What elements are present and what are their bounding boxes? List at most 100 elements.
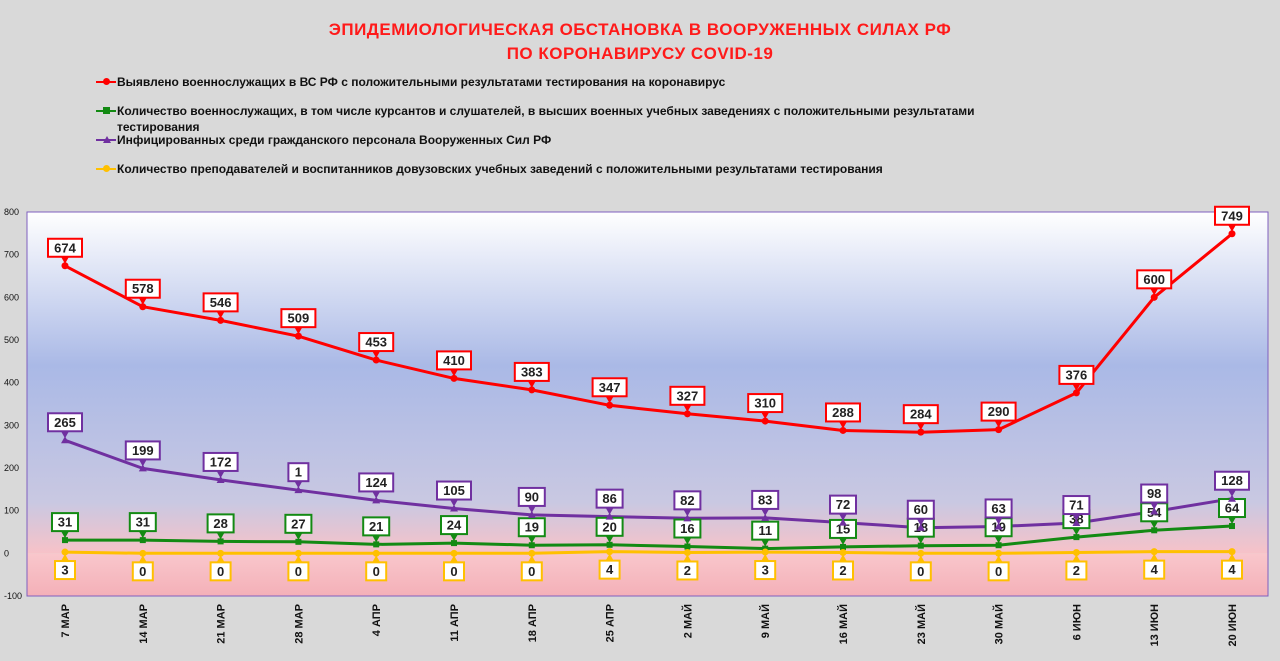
data-label-pointer (372, 535, 381, 543)
data-point (1151, 527, 1158, 534)
data-label: 284 (910, 407, 932, 422)
data-label-callout: 0 (520, 555, 543, 582)
legend-swatch-green (96, 107, 116, 114)
data-label-pointer (605, 535, 614, 543)
data-label: 749 (1221, 208, 1243, 223)
data-label-callout: 82 (673, 490, 702, 517)
y-tick-label: 600 (4, 292, 19, 302)
data-label: 124 (365, 475, 387, 490)
data-label-pointer (761, 412, 770, 420)
data-label: 86 (602, 491, 616, 506)
data-point (683, 548, 691, 556)
data-label-callout: 4 (1143, 553, 1166, 580)
data-label-callout: 600 (1136, 269, 1173, 296)
data-point (606, 541, 613, 548)
data-label-pointer (216, 532, 225, 540)
data-label-callout: 1 (287, 462, 310, 489)
data-label-pointer (1228, 489, 1236, 497)
data-label: 98 (1147, 486, 1161, 501)
y-tick-label: 700 (4, 250, 19, 260)
data-point (138, 464, 147, 472)
data-label-callout: 64 (1218, 498, 1246, 525)
data-point (995, 542, 1002, 549)
data-label: 172 (210, 454, 232, 469)
data-label: 290 (988, 404, 1010, 419)
data-label-pointer (294, 532, 303, 540)
data-label-pointer (138, 555, 147, 563)
data-point (372, 549, 380, 557)
data-label-callout: 71 (1062, 495, 1091, 522)
data-label: 347 (599, 380, 621, 395)
data-point (217, 538, 224, 545)
data-label-callout: 0 (209, 555, 232, 582)
data-label: 0 (295, 564, 302, 579)
data-point (1228, 230, 1236, 238)
data-label-pointer (1072, 528, 1081, 536)
data-label-callout: 27 (284, 513, 313, 540)
data-label-pointer (61, 431, 69, 439)
data-label: 24 (447, 518, 462, 533)
x-tick-label: 16 МАЙ (837, 604, 850, 644)
data-point (217, 549, 225, 557)
data-label: 546 (210, 295, 232, 310)
data-point (450, 374, 458, 382)
data-label: 4 (1228, 562, 1236, 577)
data-label: 453 (365, 335, 387, 350)
data-label: 0 (528, 564, 535, 579)
data-label-pointer (994, 420, 1003, 428)
data-label: 265 (54, 415, 76, 430)
data-label-callout: 11 (751, 520, 780, 547)
data-label: 27 (291, 516, 305, 531)
data-label: 674 (54, 240, 76, 255)
legend-label-civilian: Инфицированных среди гражданского персон… (117, 133, 552, 147)
data-point (216, 475, 225, 483)
data-label-pointer (527, 555, 536, 563)
data-point (840, 543, 846, 550)
data-point (372, 356, 380, 364)
data-label-pointer (916, 423, 925, 431)
data-label-pointer (683, 404, 692, 412)
data-label-pointer (1228, 224, 1236, 232)
data-label-callout: 83 (751, 489, 780, 516)
x-tick-label: 21 МАР (216, 604, 228, 644)
x-tick-label: 25 АПР (605, 604, 617, 642)
data-label: 0 (373, 564, 380, 579)
data-label-pointer (527, 536, 536, 544)
data-point (683, 514, 692, 522)
data-point (1150, 507, 1159, 515)
data-point (761, 417, 769, 425)
data-point (527, 510, 536, 518)
data-label-callout: 0 (909, 555, 932, 582)
data-label-pointer (1072, 383, 1081, 391)
data-label-pointer (839, 421, 847, 429)
data-point (995, 426, 1003, 434)
data-point (139, 303, 147, 311)
x-tick-label: 11 АПР (449, 604, 461, 642)
data-point (839, 518, 847, 526)
data-label-callout: 3 (754, 554, 777, 581)
data-label: 199 (132, 443, 154, 458)
data-label: 72 (836, 497, 850, 512)
data-label-callout: 20 (595, 516, 624, 543)
data-point (295, 538, 302, 545)
data-label-callout: 410 (436, 350, 472, 377)
data-label-callout: 72 (829, 494, 857, 521)
data-label: 28 (213, 516, 227, 531)
data-label-callout: 310 (747, 393, 784, 420)
data-label-pointer (761, 539, 770, 547)
y-tick-label: 500 (4, 335, 19, 345)
data-label: 90 (525, 489, 539, 504)
data-label: 0 (917, 564, 924, 579)
legend-item-military: Выявлено военнослужащих в ВС РФ с положи… (96, 74, 1006, 90)
data-label-callout: 86 (595, 488, 624, 515)
data-label-pointer (294, 327, 303, 335)
data-point (684, 543, 691, 550)
data-label-pointer (605, 396, 614, 404)
data-label-callout: 376 (1058, 364, 1095, 391)
data-label-pointer (1072, 554, 1081, 562)
legend-swatch-red (96, 78, 116, 85)
data-point (1073, 534, 1080, 541)
data-label-pointer (138, 459, 147, 467)
data-point (917, 428, 925, 436)
data-label: 509 (288, 311, 310, 326)
